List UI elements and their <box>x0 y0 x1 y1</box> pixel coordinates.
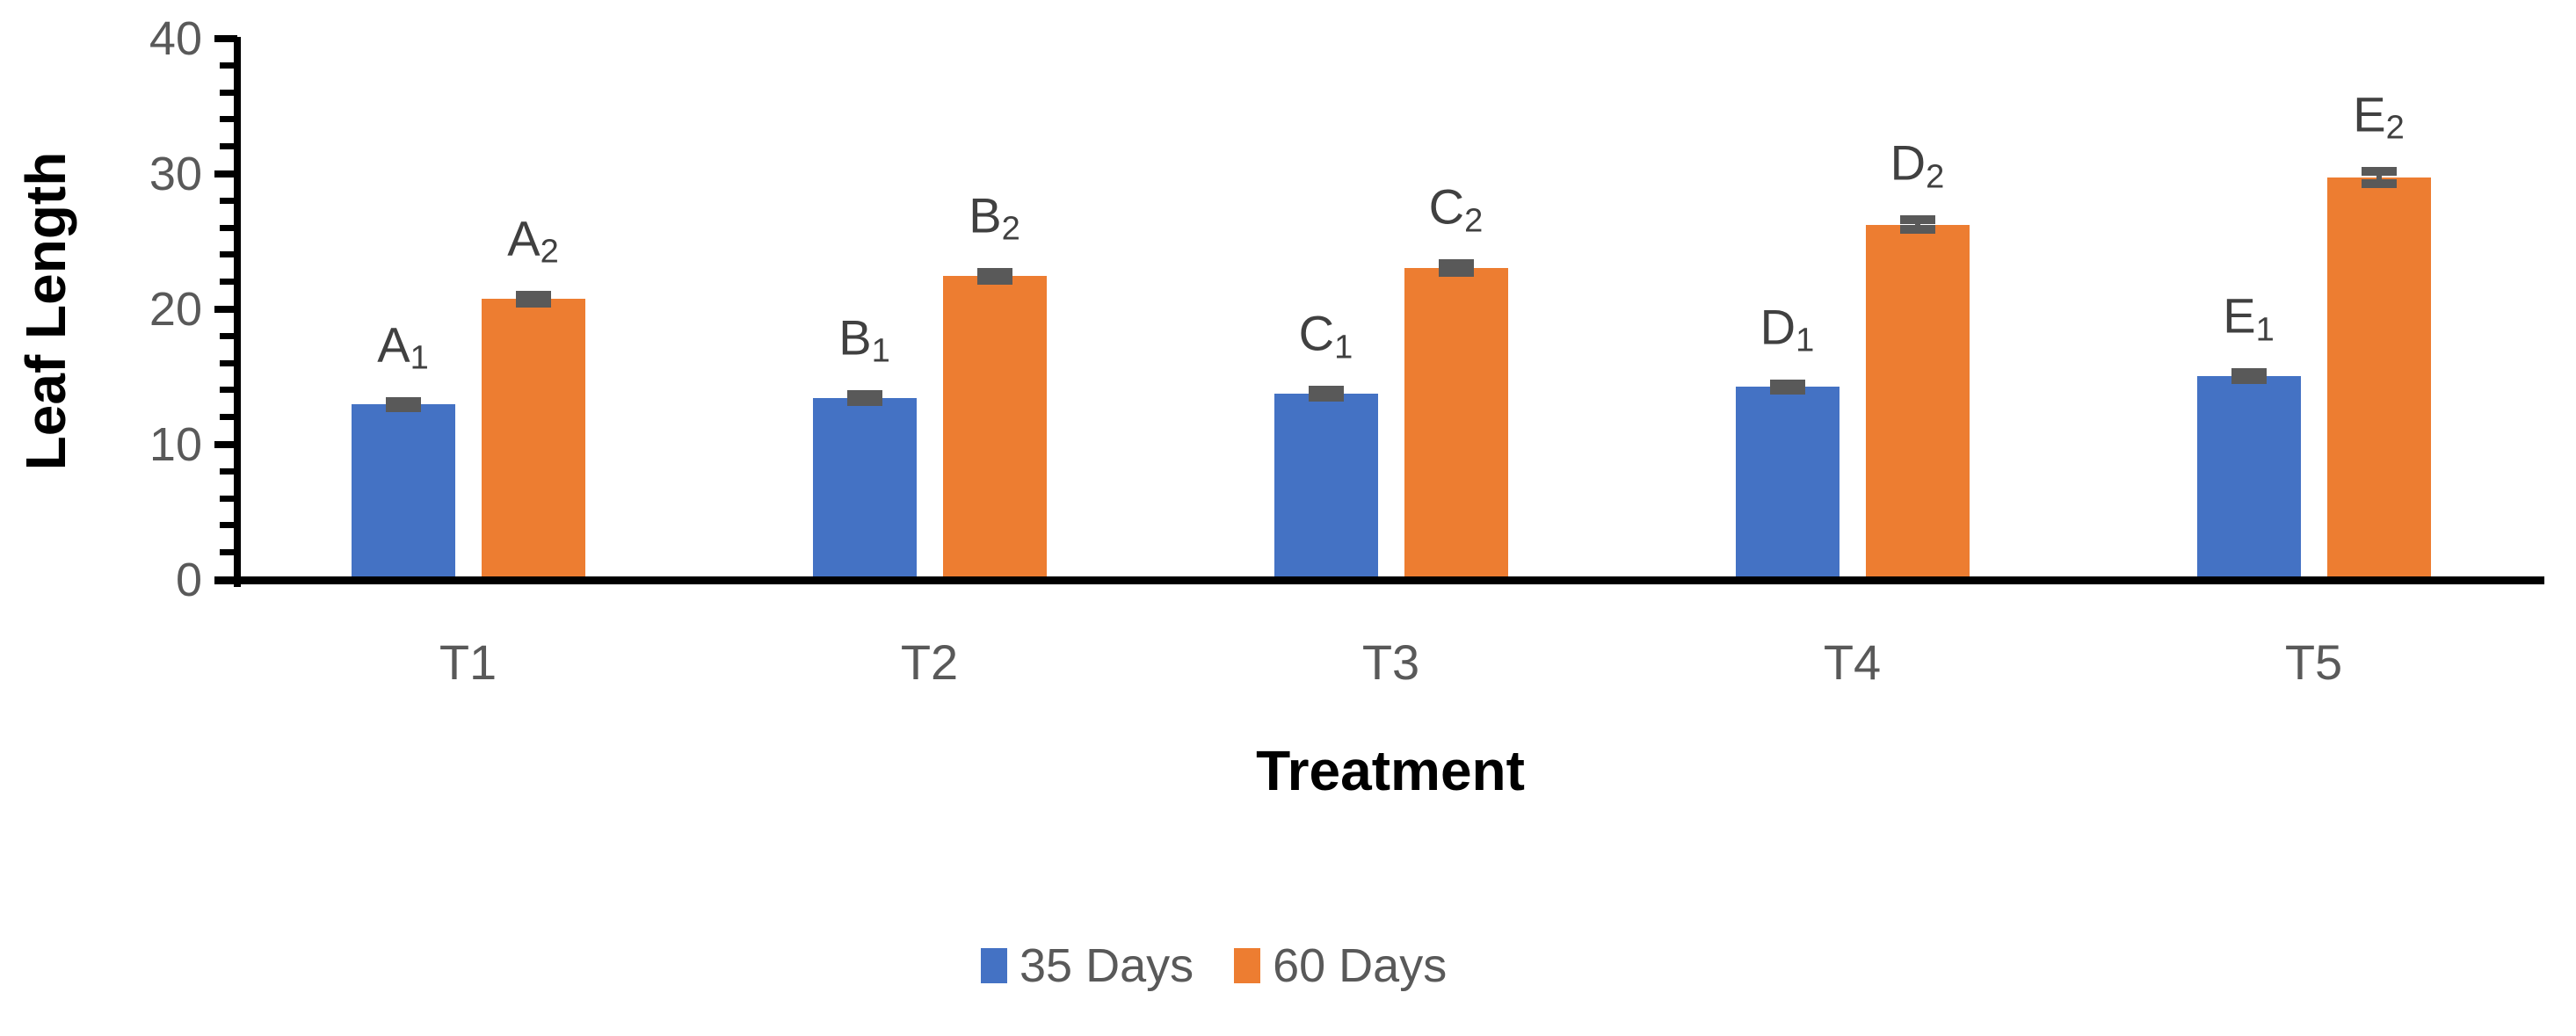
bar-60-days-T2 <box>942 276 1047 576</box>
y-minor-tick <box>220 279 237 286</box>
error-bar-cap-top <box>976 267 1012 277</box>
bar-60-days-T1 <box>481 299 585 576</box>
point-label-E2: E2 <box>2353 86 2405 147</box>
y-major-tick <box>214 576 237 583</box>
point-label-A1: A1 <box>377 316 429 377</box>
y-tick-label: 0 <box>175 554 202 606</box>
y-minor-tick <box>220 89 237 96</box>
error-bar-cap-top <box>1899 215 1935 225</box>
y-minor-tick <box>220 414 237 421</box>
y-tick-label: 20 <box>149 283 202 336</box>
y-major-tick <box>214 35 237 42</box>
x-axis-line <box>214 576 2544 584</box>
bar-60-days-T5 <box>2326 177 2431 576</box>
point-label-C2: C2 <box>1428 178 1484 240</box>
y-tick-label: 30 <box>149 148 202 200</box>
y-minor-tick <box>220 359 237 366</box>
y-minor-tick <box>220 549 237 556</box>
error-bar-cap-bottom <box>1769 386 1805 395</box>
point-label-B2: B2 <box>969 187 1020 248</box>
y-minor-tick <box>220 332 237 339</box>
point-label-D2: D2 <box>1890 134 1945 196</box>
error-bar-cap-top <box>2231 368 2267 378</box>
legend-swatch-icon <box>1234 948 1261 983</box>
legend: 35 Days 60 Days <box>981 942 1447 989</box>
y-minor-tick <box>220 251 237 258</box>
legend-entry-35-days: 35 Days <box>981 942 1194 989</box>
error-bar-cap-bottom <box>1899 224 1935 234</box>
category-label-T3: T3 <box>1361 634 1420 690</box>
point-label-E1: E1 <box>2223 287 2275 349</box>
y-minor-tick <box>220 143 237 150</box>
y-minor-tick <box>220 522 237 529</box>
bar-35-days-T4 <box>1735 387 1839 576</box>
bar-35-days-T2 <box>812 397 917 576</box>
y-minor-tick <box>220 62 237 69</box>
error-bar-line <box>2376 170 2382 184</box>
error-bar-cap-bottom <box>1308 392 1344 402</box>
y-major-tick <box>214 441 237 448</box>
bar-60-days-T4 <box>1865 224 1970 576</box>
point-label-B1: B1 <box>838 309 890 370</box>
error-bar-cap-top <box>385 396 421 406</box>
y-minor-tick <box>220 224 237 231</box>
legend-entry-60-days: 60 Days <box>1234 942 1447 989</box>
error-bar-cap-bottom <box>515 298 551 308</box>
error-bar-cap-top <box>515 290 551 300</box>
legend-label: 35 Days <box>1020 939 1194 992</box>
x-axis-title: Treatment <box>1256 739 1525 802</box>
error-bar-cap-top <box>1769 379 1805 388</box>
point-label-C1: C1 <box>1298 305 1353 366</box>
error-bar-cap-bottom <box>846 396 882 406</box>
error-bar-cap-top <box>1438 259 1474 269</box>
y-major-tick <box>214 170 237 177</box>
y-axis-title: Leaf Length <box>14 151 77 471</box>
error-bar-cap-bottom <box>1438 267 1474 277</box>
category-label-T2: T2 <box>900 634 959 690</box>
bar-35-days-T3 <box>1273 394 1378 576</box>
bar-35-days-T5 <box>2196 376 2301 576</box>
error-bar-cap-top <box>2361 166 2397 176</box>
legend-swatch-icon <box>981 948 1007 983</box>
y-tick-label: 10 <box>149 418 202 471</box>
point-label-D1: D1 <box>1760 299 1815 359</box>
error-bar-cap-bottom <box>2231 374 2267 384</box>
y-minor-tick <box>220 467 237 475</box>
point-label-A2: A2 <box>507 210 559 271</box>
error-bar-cap-bottom <box>2361 178 2397 188</box>
y-minor-tick <box>220 387 237 394</box>
y-minor-tick <box>220 197 237 204</box>
category-label-T5: T5 <box>2284 634 2343 690</box>
error-bar-line <box>1914 220 1920 229</box>
error-bar-cap-bottom <box>385 403 421 413</box>
y-major-tick <box>214 306 237 313</box>
error-bar-cap-top <box>846 389 882 399</box>
y-tick-label: 40 <box>149 12 202 65</box>
y-minor-tick <box>220 495 237 502</box>
category-label-T4: T4 <box>1823 634 1882 690</box>
legend-label: 60 Days <box>1273 939 1448 992</box>
error-bar-cap-bottom <box>976 275 1012 285</box>
error-bar-cap-top <box>1308 386 1344 395</box>
y-axis-line <box>234 37 241 587</box>
y-minor-tick <box>220 116 237 123</box>
bar-35-days-T1 <box>351 404 455 576</box>
category-label-T1: T1 <box>439 634 497 690</box>
bar-60-days-T3 <box>1404 267 1508 576</box>
